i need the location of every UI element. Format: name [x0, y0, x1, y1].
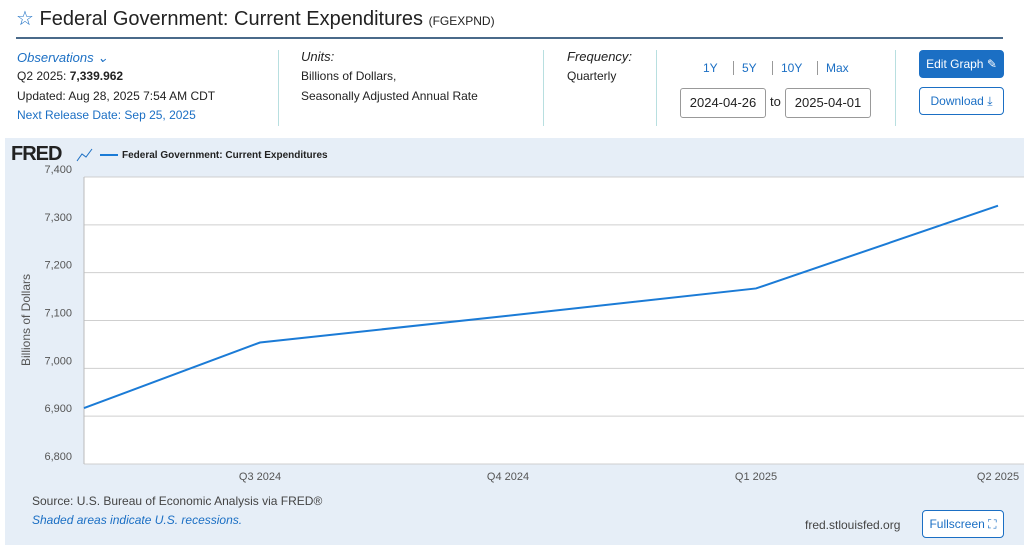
source: Source: U.S. Bureau of Economic Analysis… — [32, 494, 323, 508]
end-date[interactable]: 2025-04-01 — [785, 88, 871, 118]
y-tick-label: 7,300 — [44, 212, 72, 224]
start-date[interactable]: 2024-04-26 — [680, 88, 766, 118]
next-release[interactable]: Next Release Date: Sep 25, 2025 — [17, 108, 196, 122]
separator — [543, 50, 544, 126]
title: Federal Government: Current Expenditures — [39, 8, 424, 30]
site: fred.stlouisfed.org — [805, 518, 901, 532]
x-tick-label: Q4 2024 — [487, 471, 529, 483]
date-separator: to — [770, 94, 781, 109]
edit-text: Edit Graph — [926, 57, 984, 71]
x-tick-label: Q3 2024 — [239, 471, 281, 483]
recession-note: Shaded areas indicate U.S. recessions. — [32, 513, 243, 527]
y-tick-label: 6,900 — [44, 403, 72, 415]
download-text: Download — [930, 94, 984, 108]
y-tick-label: 7,200 — [44, 260, 72, 272]
legend-label: Federal Government: Current Expenditures — [122, 150, 328, 161]
observations-text: Observations — [17, 50, 94, 65]
series-id: (FGEXPND) — [428, 14, 495, 28]
y-tick-label: 7,400 — [44, 164, 72, 176]
y-tick-label: 6,800 — [44, 451, 72, 463]
frequency-value: Quarterly — [567, 69, 617, 83]
x-tick-label: Q1 2025 — [735, 471, 777, 483]
separator — [656, 50, 657, 126]
range-5y[interactable]: 5Y — [733, 61, 757, 75]
y-axis-label: Billions of Dollars — [19, 274, 33, 366]
fred-logo: FRED — [11, 143, 62, 165]
download-button[interactable]: Download ⤓ — [919, 87, 1004, 115]
y-tick-label: 7,000 — [44, 355, 72, 367]
latest-value: 7,339.962 — [69, 69, 124, 83]
chart-icon — [76, 148, 93, 162]
units-label: Units: — [301, 49, 335, 64]
line — [83, 204, 999, 409]
separator — [895, 50, 896, 126]
fullscreen-button[interactable]: Fullscreen ⛶ — [922, 510, 1004, 538]
updated: Updated: Aug 28, 2025 7:54 AM CDT — [17, 89, 216, 103]
range-max[interactable]: Max — [817, 61, 849, 75]
edit-graph-button[interactable]: Edit Graph ✎ — [919, 50, 1004, 78]
separator — [278, 50, 279, 126]
divider — [16, 37, 1003, 39]
fullscreen-text: Fullscreen — [929, 517, 985, 531]
frequency-label: Frequency: — [567, 49, 633, 64]
title-row: ☆ Federal Government: Current Expenditur… — [16, 6, 495, 31]
y-tick-label: 7,100 — [44, 308, 72, 320]
range-10y[interactable]: 10Y — [772, 61, 802, 75]
latest: Q2 2025: 7,339.962 — [17, 69, 123, 83]
star-icon[interactable]: ☆ — [16, 8, 34, 30]
range-1y[interactable]: 1Y — [703, 61, 718, 75]
units-line: Billions of Dollars, — [301, 69, 397, 83]
x-tick-label: Q2 2025 — [977, 471, 1019, 483]
units-line: Seasonally Adjusted Annual Rate — [301, 89, 478, 103]
observations-label[interactable]: Observations ⌄ — [17, 50, 109, 65]
latest-period: Q2 2025: — [17, 69, 67, 83]
